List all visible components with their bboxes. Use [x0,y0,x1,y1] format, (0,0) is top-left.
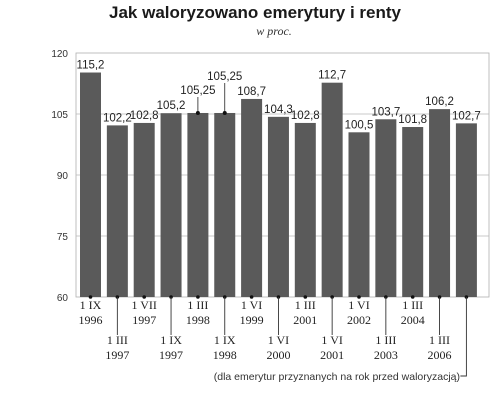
bar [267,116,289,297]
value-label: 104,3 [264,104,293,116]
x-label-line1: 1 III [402,298,423,312]
x-label-line1: 1 VI [268,333,289,347]
value-label: 105,25 [180,85,215,97]
label-dot [222,110,227,115]
x-label-line1: 1 IX [80,298,102,312]
bar [402,127,424,297]
x-label-line1: 1 VI [348,298,369,312]
value-label: 105,25 [207,71,242,83]
bar [348,132,370,297]
x-label-line1: 1 IX [214,333,236,347]
value-label: 102,8 [291,110,320,122]
value-label: 112,7 [318,70,346,82]
value-label: 115,2 [77,60,105,72]
chart-title: Jak waloryzowano emerytury i renty [109,3,401,22]
axis-dot [357,295,361,299]
bar [321,82,343,297]
value-label: 100,5 [345,119,374,131]
footnote-group: (dla emerytur przyznanych na rok przed w… [214,371,460,383]
chart-subtitle: w proc. [256,24,292,38]
x-label-line1: 1 III [375,333,396,347]
y-tick-label: 60 [57,293,69,304]
y-tick-label: 105 [51,110,68,121]
bars [80,72,477,298]
x-label-line2: 2000 [266,348,290,362]
axis-dot [196,295,200,299]
value-label: 102,8 [130,110,159,122]
y-axis: 60 75 90 105 120 [51,49,68,304]
x-label-line2: 2003 [374,348,398,362]
x-label-line1: 1 III [107,333,128,347]
bar [455,123,477,297]
value-label: 102,2 [103,112,132,124]
bar [294,122,316,298]
x-label-line2: 2004 [401,313,425,327]
x-label-line1: 1 III [295,298,316,312]
x-label-line2: 2006 [428,348,452,362]
bar [160,113,182,297]
y-tick-label: 90 [57,171,69,182]
x-label-line2: 1996 [79,313,103,327]
x-label-line1: 1 III [429,333,450,347]
bar [375,119,397,297]
bar [429,109,451,298]
x-label-line2: 1999 [240,313,264,327]
axis-dot [142,295,146,299]
x-label-line2: 1997 [159,348,183,362]
x-label-line1: 1 VI [321,333,342,347]
x-label-line2: 2001 [293,313,317,327]
x-label-line2: 2002 [347,313,371,327]
y-tick-label: 120 [51,49,68,60]
bar [214,112,236,297]
bar [80,72,101,298]
axis-dot [249,295,254,299]
bar-markers [88,295,469,377]
value-label: 105,2 [157,100,186,112]
x-label-line2: 2001 [320,348,344,362]
bar [241,98,263,297]
value-label: 106,2 [425,96,454,108]
bar [187,112,209,297]
axis-dot [303,295,308,299]
axis-dot [410,295,415,299]
value-label: 102,7 [452,110,481,122]
value-label: 108,7 [237,86,266,98]
x-label-line1: 1 III [187,298,208,312]
axis-dot [88,295,93,299]
footnote-connector [460,297,467,377]
bar [133,122,155,298]
x-label-line1: 1 IX [160,333,182,347]
x-label-line2: 1997 [105,348,129,362]
x-label-line2: 1998 [213,348,237,362]
x-label-line1: 1 VII [131,298,156,312]
y-tick-label: 75 [57,232,69,243]
value-label: 101,8 [398,114,427,126]
x-label-line2: 1998 [186,313,210,327]
footnote: (dla emerytur przyznanych na rok przed w… [214,371,460,383]
label-dot [195,110,200,115]
x-label-line1: 1 VI [241,298,262,312]
value-label: 103,7 [371,106,400,118]
bar [106,125,128,298]
value-labels: 115,2102,2102,8105,2105,25105,25108,7104… [77,60,481,132]
x-label-line2: 1997 [132,313,156,327]
